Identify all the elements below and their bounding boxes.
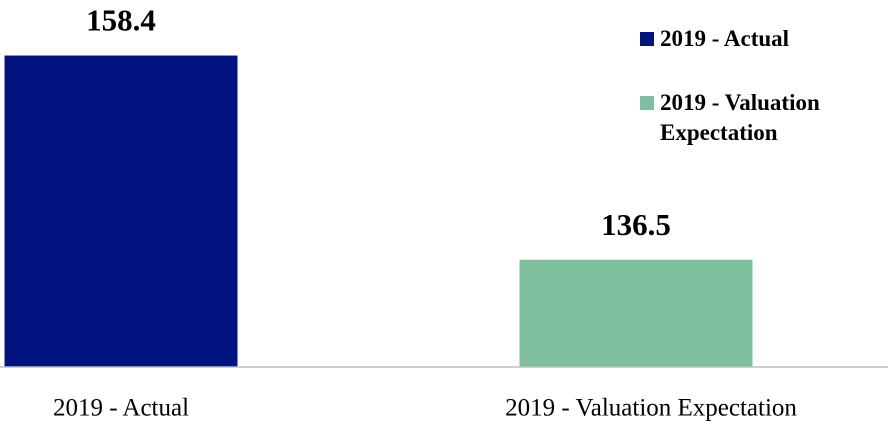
value-label: 136.5 — [601, 207, 671, 242]
x-tick-label: 2019 - Actual — [53, 395, 189, 422]
legend-label: 2019 - Actual — [660, 26, 790, 51]
legend-entry: 2019 - Valuation Expectation — [640, 88, 885, 148]
value-label: 158.4 — [86, 3, 156, 38]
legend-entry: 2019 - Actual — [640, 24, 885, 54]
legend-label: 2019 - Valuation Expectation — [660, 90, 820, 145]
legend: 2019 - Actual 2019 - Valuation Expectatio… — [640, 24, 885, 182]
x-tick-label: 2019 - Valuation Expectation — [505, 395, 797, 422]
bar — [4, 55, 238, 368]
legend-swatch — [640, 32, 654, 46]
bar — [519, 259, 753, 367]
legend-swatch — [640, 96, 654, 110]
